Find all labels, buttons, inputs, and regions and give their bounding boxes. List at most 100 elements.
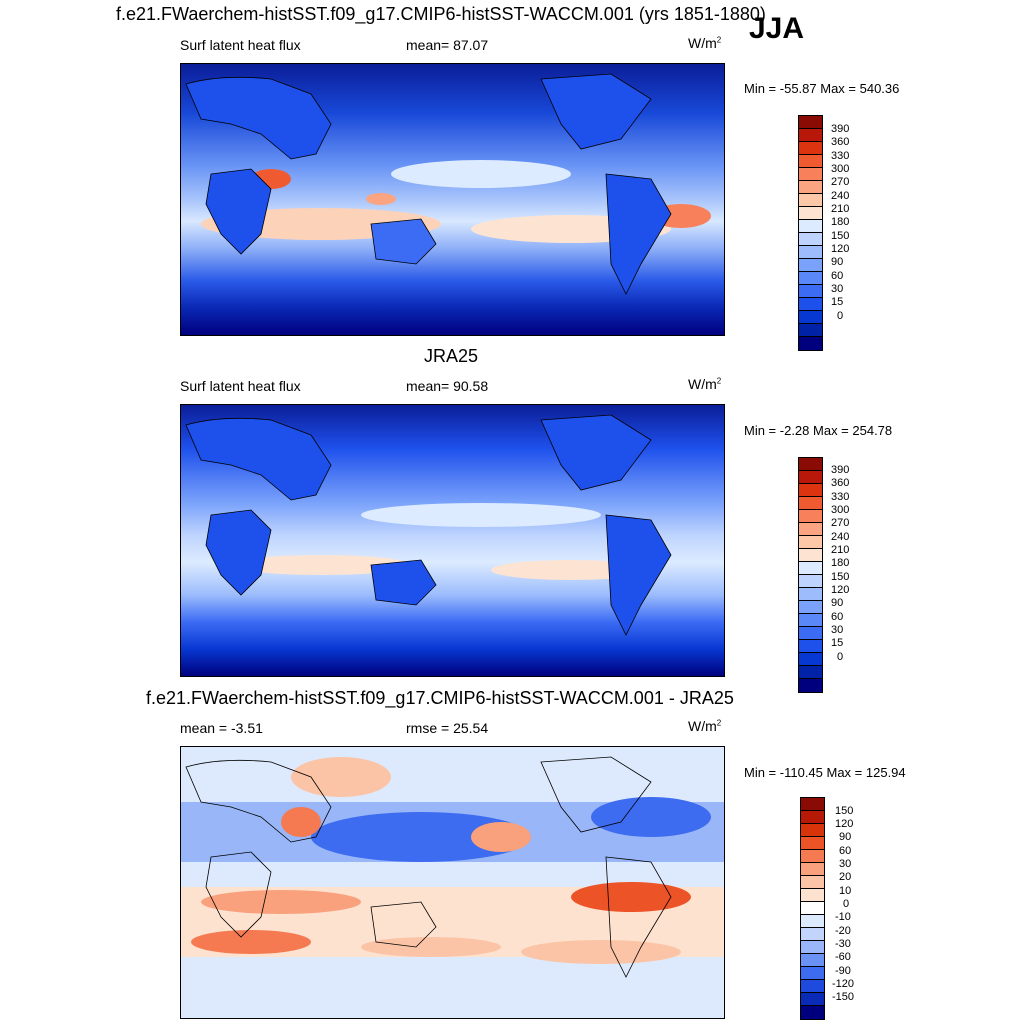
panel3-colorbar-label: -10 bbox=[835, 911, 851, 923]
panel2-colorbar-swatch bbox=[799, 627, 822, 640]
panel1-colorbar-swatch bbox=[799, 194, 822, 207]
panel1-colorbar-swatch bbox=[799, 337, 822, 350]
panel2-continents bbox=[185, 414, 672, 636]
panel1-colorbar-swatch bbox=[799, 116, 822, 129]
panel3-colorbar-label: -150 bbox=[832, 991, 855, 1003]
panel2-colorbar-label: 90 bbox=[831, 597, 844, 609]
panel3-colorbar-label: -120 bbox=[832, 978, 855, 990]
panel2-colorbar-label: 30 bbox=[831, 624, 844, 636]
panel2-colorbar-label: 15 bbox=[831, 637, 844, 649]
panel2-colorbar-swatch bbox=[799, 679, 822, 692]
panel1-colorbar-swatch bbox=[799, 259, 822, 272]
panel3-colorbar-swatch bbox=[801, 824, 824, 837]
panel3-colorbar-swatch bbox=[801, 1006, 824, 1019]
panel2-colorbar-swatch bbox=[799, 523, 822, 536]
panel3-colorbar-label: -90 bbox=[835, 965, 851, 977]
panel2-colorbar-label: 120 bbox=[831, 584, 850, 596]
panel1-colorbar-label: 300 bbox=[831, 163, 850, 175]
panel2-units: W/m2 bbox=[688, 376, 722, 392]
panel3-colorbar-label: 90 bbox=[839, 831, 852, 843]
panel1-map bbox=[180, 63, 725, 336]
panel3-colorbar-swatch bbox=[801, 928, 824, 941]
panel1-colorbar-label: 120 bbox=[831, 243, 850, 255]
panel2-colorbar-swatch bbox=[799, 549, 822, 562]
panel1-colorbar-swatch bbox=[799, 207, 822, 220]
panel3-colorbar-swatch bbox=[801, 850, 824, 863]
panel1-colorbar-swatch bbox=[799, 298, 822, 311]
panel3-colorbar-swatch bbox=[801, 889, 824, 902]
panel1-colorbar-swatch bbox=[799, 272, 822, 285]
panel1-colorbar-label: 360 bbox=[831, 136, 850, 148]
panel2-colorbar-label: 390 bbox=[831, 464, 850, 476]
panel1-mean: mean= 87.07 bbox=[406, 37, 489, 53]
panel2-colorbar-swatch bbox=[799, 614, 822, 627]
panel1-colorbar-label: 240 bbox=[831, 190, 850, 202]
panel3-colorbar-label: 150 bbox=[835, 805, 854, 817]
panel3-colorbar-label: 60 bbox=[839, 845, 852, 857]
panel2-colorbar-swatch bbox=[799, 666, 822, 679]
panel3-colorbar-swatch bbox=[801, 837, 824, 850]
panel2-colorbar-label: 150 bbox=[831, 571, 850, 583]
panel1-colorbar-label: 210 bbox=[831, 203, 850, 215]
panel1-colorbar-label: 0 bbox=[837, 310, 844, 322]
panel3-colorbar-label: 10 bbox=[839, 885, 852, 897]
panel2-colorbar-swatch bbox=[799, 588, 822, 601]
panel1-colorbar-swatch bbox=[799, 168, 822, 181]
panel3-colorbar-label: 120 bbox=[835, 818, 854, 830]
panel2-colorbar-label: 300 bbox=[831, 504, 850, 516]
panel2-colorbar-swatch bbox=[799, 575, 822, 588]
panel3-colorbar-swatch bbox=[801, 993, 824, 1006]
panel1-colorbar-swatch bbox=[799, 129, 822, 142]
panel1-colorbar-label: 30 bbox=[831, 283, 844, 295]
panel3-colorbar-swatch bbox=[801, 811, 824, 824]
panel3-units: W/m2 bbox=[688, 718, 722, 734]
panel1-colorbar-swatch bbox=[799, 155, 822, 168]
panel2-colorbar-swatch bbox=[799, 471, 822, 484]
panel1-colorbar-label: 90 bbox=[831, 256, 844, 268]
panel3-rmse: rmse = 25.54 bbox=[406, 720, 489, 736]
panel1-colorbar-label: 15 bbox=[831, 296, 844, 308]
panel3-colorbar-swatch bbox=[801, 954, 824, 967]
panel2-colorbar-swatch bbox=[799, 458, 822, 471]
panel3-colorbar-label: 30 bbox=[839, 858, 852, 870]
panel1-colorbar-swatch bbox=[799, 285, 822, 298]
panel1-minmax: Min = -55.87 Max = 540.36 bbox=[744, 81, 900, 96]
panel3-colorbar-swatch bbox=[801, 902, 824, 915]
panel3-map bbox=[180, 746, 725, 1019]
panel3-difference-patches bbox=[181, 757, 724, 1018]
panel3-colorbar-swatch bbox=[801, 967, 824, 980]
panel1-colorbar-swatch bbox=[799, 233, 822, 246]
panel1-colorbar-label: 180 bbox=[831, 216, 850, 228]
panel2-title: JRA25 bbox=[424, 346, 479, 366]
panel1-colorbar-label: 150 bbox=[831, 230, 850, 242]
panel3-colorbar-swatch bbox=[801, 876, 824, 889]
panel2-colorbar-label: 180 bbox=[831, 557, 850, 569]
panel3-continents bbox=[185, 756, 672, 978]
panel2-colorbar-label: 210 bbox=[831, 544, 850, 556]
panel1-colorbar-swatch bbox=[799, 142, 822, 155]
panel3-colorbar-swatch bbox=[801, 863, 824, 876]
panel2-colorbar-label: 360 bbox=[831, 477, 850, 489]
panel3-colorbar-swatch bbox=[801, 915, 824, 928]
panel1-colorbar-label: 330 bbox=[831, 150, 850, 162]
panel3-minmax: Min = -110.45 Max = 125.94 bbox=[744, 765, 906, 780]
panel2-colorbar-label: 60 bbox=[831, 611, 844, 623]
panel2-map bbox=[180, 404, 725, 677]
panel1-colorbar-swatch bbox=[799, 220, 822, 233]
panel2-mean: mean= 90.58 bbox=[406, 378, 489, 394]
panel2-colorbar-label: 330 bbox=[831, 491, 850, 503]
panel1-units: W/m2 bbox=[688, 35, 722, 51]
panel2-map-canvas bbox=[181, 405, 724, 676]
panel2-colorbar-swatch bbox=[799, 640, 822, 653]
panel3-colorbar-label: -30 bbox=[835, 938, 851, 950]
panel1-colorbar-swatch bbox=[799, 181, 822, 194]
panel2-colorbar-label: 0 bbox=[837, 651, 844, 663]
season-label: JJA bbox=[749, 12, 805, 45]
panel3-colorbar-label: 0 bbox=[843, 898, 850, 910]
panel2-minmax: Min = -2.28 Max = 254.78 bbox=[744, 423, 893, 438]
panel1-colorbar-label: 270 bbox=[831, 176, 850, 188]
panel3-map-canvas bbox=[181, 747, 724, 1018]
panel1-variable: Surf latent heat flux bbox=[180, 37, 301, 53]
panel1-title: f.e21.FWaerchem-histSST.f09_g17.CMIP6-hi… bbox=[116, 4, 766, 24]
panel2-colorbar-swatch bbox=[799, 653, 822, 666]
